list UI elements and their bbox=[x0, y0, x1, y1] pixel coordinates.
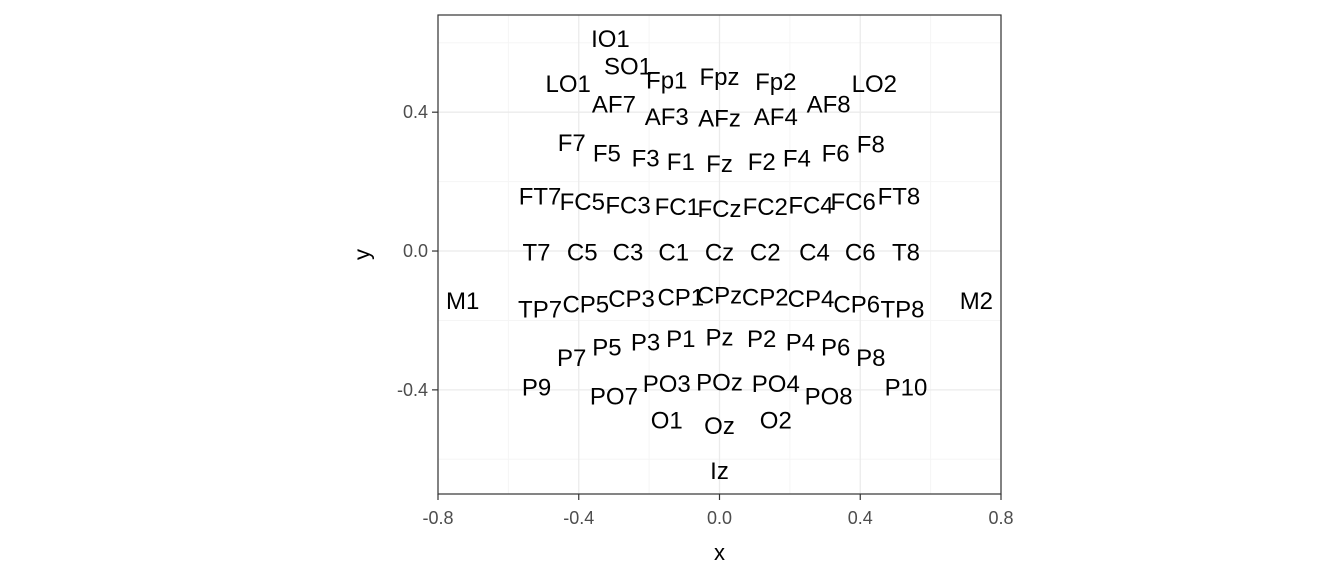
electrode-label: P2 bbox=[747, 326, 776, 353]
y-axis-ticks: 0.4 0.0 -0.4 bbox=[397, 102, 438, 400]
y-tick-label: 0.0 bbox=[403, 241, 428, 261]
x-axis-ticks: -0.8 -0.4 0.0 0.4 0.8 bbox=[422, 494, 1014, 528]
x-tick-label: -0.4 bbox=[563, 508, 594, 528]
electrode-label: F7 bbox=[558, 130, 586, 157]
electrode-label: F6 bbox=[822, 140, 850, 167]
electrode-label: Oz bbox=[704, 413, 735, 440]
electrode-label: T8 bbox=[892, 239, 920, 266]
electrode-label: FC4 bbox=[788, 192, 833, 219]
x-tick-label: -0.8 bbox=[422, 508, 453, 528]
electrode-label: P9 bbox=[522, 375, 551, 402]
electrode-label: F2 bbox=[748, 149, 776, 176]
electrode-label: Fp2 bbox=[755, 69, 796, 96]
electrode-label: Fp1 bbox=[646, 67, 687, 94]
electrode-label: CP6 bbox=[833, 291, 880, 318]
electrode-label: Fpz bbox=[699, 64, 739, 91]
electrode-label: C3 bbox=[613, 239, 644, 266]
electrode-label: C1 bbox=[658, 239, 689, 266]
electrode-label: FT7 bbox=[519, 184, 562, 211]
electrode-label: POz bbox=[696, 369, 743, 396]
electrode-label: O2 bbox=[760, 408, 792, 435]
electrode-label: Iz bbox=[710, 458, 729, 485]
electrode-label: SO1 bbox=[604, 54, 652, 81]
electrode-label: PO3 bbox=[643, 371, 691, 398]
electrode-label: P4 bbox=[786, 330, 815, 357]
electrode-label: PO8 bbox=[805, 383, 853, 410]
electrode-label: C2 bbox=[750, 239, 781, 266]
x-tick-label: 0.0 bbox=[707, 508, 732, 528]
electrode-label: CP4 bbox=[788, 286, 835, 313]
electrode-label: FCz bbox=[698, 196, 742, 223]
electrode-label: TP7 bbox=[518, 297, 562, 324]
electrode-label: P3 bbox=[631, 330, 660, 357]
x-axis-title: x bbox=[714, 540, 725, 565]
electrode-label: LO2 bbox=[852, 71, 897, 98]
electrode-label: O1 bbox=[651, 408, 683, 435]
electrode-label: C5 bbox=[567, 239, 598, 266]
electrode-label: AF3 bbox=[645, 104, 689, 131]
electrode-label: CP5 bbox=[562, 291, 609, 318]
y-tick-label: 0.4 bbox=[403, 102, 428, 122]
electrode-label: P8 bbox=[856, 345, 885, 372]
electrode-label: PO4 bbox=[752, 371, 800, 398]
electrode-label: F3 bbox=[632, 146, 660, 173]
electrode-label: CP2 bbox=[742, 284, 789, 311]
electrode-label: TP8 bbox=[880, 297, 924, 324]
electrode-label: P7 bbox=[557, 345, 586, 372]
electrode-label: C6 bbox=[845, 239, 876, 266]
electrode-label: Fz bbox=[706, 151, 733, 178]
electrode-label: AF4 bbox=[754, 104, 798, 131]
electrode-label: F1 bbox=[667, 149, 695, 176]
electrode-label: CP1 bbox=[657, 284, 704, 311]
electrode-label: M2 bbox=[960, 288, 993, 315]
electrode-label: CPz bbox=[697, 283, 742, 310]
electrode-label: PO7 bbox=[590, 383, 638, 410]
electrode-label: P6 bbox=[821, 335, 850, 362]
electrode-label: LO1 bbox=[546, 71, 591, 98]
electrode-label: AFz bbox=[698, 106, 741, 133]
x-tick-label: 0.8 bbox=[988, 508, 1013, 528]
electrode-label: F8 bbox=[857, 132, 885, 159]
electrode-label: FT8 bbox=[878, 184, 921, 211]
electrode-label: C4 bbox=[799, 239, 830, 266]
electrode-label: T7 bbox=[523, 239, 551, 266]
electrode-label: AF7 bbox=[592, 92, 636, 119]
electrode-label: Cz bbox=[705, 239, 734, 266]
y-axis-title: y bbox=[350, 249, 375, 260]
electrode-label: P5 bbox=[592, 335, 621, 362]
x-tick-label: 0.4 bbox=[848, 508, 873, 528]
electrode-label: FC3 bbox=[605, 192, 650, 219]
electrode-label: AF8 bbox=[807, 92, 851, 119]
electrode-label: P1 bbox=[666, 326, 695, 353]
electrode-label: P10 bbox=[885, 375, 928, 402]
electrode-label: Pz bbox=[705, 324, 733, 351]
electrode-label: CP3 bbox=[608, 286, 655, 313]
electrode-label: FC5 bbox=[560, 189, 605, 216]
electrode-label: IO1 bbox=[591, 26, 630, 53]
electrode-label: FC6 bbox=[831, 189, 876, 216]
electrode-label: M1 bbox=[446, 288, 479, 315]
electrode-label: F4 bbox=[783, 146, 811, 173]
electrode-label: FC1 bbox=[655, 194, 700, 221]
electrode-label: FC2 bbox=[743, 194, 788, 221]
electrode-label: F5 bbox=[593, 140, 621, 167]
y-tick-label: -0.4 bbox=[397, 380, 428, 400]
